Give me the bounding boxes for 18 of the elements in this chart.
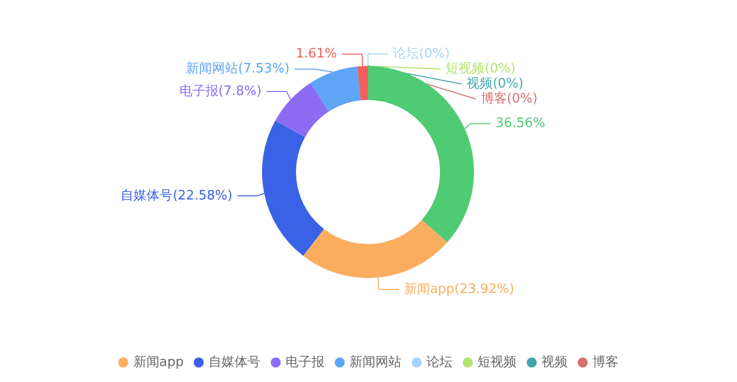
data-label: 新闻app(23.92%) [404,282,514,297]
text: 博客(0%) [480,92,538,106]
text: 视频(0%) [466,76,524,92]
legend-label: 新闻app [133,355,184,370]
data-label: 新闻网站(7.53%) [186,62,290,77]
data-label: 36.56% [496,116,546,132]
legend-label: 博客 [592,354,619,370]
text: 短视频(0%) [446,62,516,76]
data-label: 电子报(7.8%) [179,84,262,99]
data-label: 1.61% [296,46,338,62]
legend-label: 电子报 [286,355,325,370]
legend-label: 短视频 [478,355,517,370]
legend-label: 视频 [542,355,568,370]
legend-label: 自媒体号 [208,355,261,370]
legend-label: 论坛 [426,355,453,370]
text: 论坛(0%) [393,46,450,62]
data-label: 自媒体号(22.58%) [120,188,232,204]
legend-label: 新闻网站 [350,355,402,370]
